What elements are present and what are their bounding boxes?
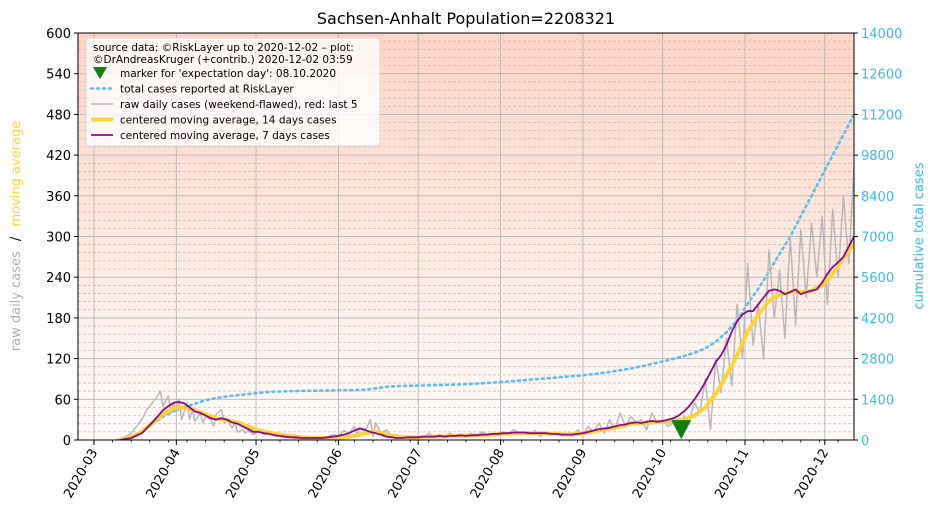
series-layer (115, 110, 854, 440)
legend-item: total cases reported at RiskLayer (89, 84, 294, 96)
left-axis-label: raw daily cases / moving average (9, 121, 24, 351)
left-axis-label-sep: / (9, 236, 24, 241)
right-tick-label: 7000 (861, 231, 894, 246)
legend-label: centered moving average, 7 days cases (120, 130, 330, 142)
legend: source data: ©RiskLayer up to 2020-12-02… (85, 37, 381, 147)
right-tick-label: 0 (861, 434, 869, 449)
x-tick-label: 2020-07 (385, 447, 425, 502)
right-tick-label: 8400 (861, 190, 894, 205)
x-tick-label: 2020-08 (468, 447, 508, 502)
chart-title: Sachsen-Anhalt Population=2208321 (317, 9, 615, 28)
legend-source-line1: source data: ©RiskLayer up to 2020-12-02… (93, 42, 354, 54)
left-axis-label-ma: moving average (9, 121, 24, 227)
x-tick-label: 2020-09 (550, 447, 590, 502)
right-tick-label: 14000 (861, 27, 902, 42)
legend-item: centered moving average, 7 days cases (91, 130, 330, 142)
x-tick-label: 2020-12 (792, 447, 832, 502)
left-tick-label: 300 (46, 231, 71, 246)
right-tick-label: 9800 (861, 149, 894, 164)
left-tick-label: 120 (46, 353, 71, 368)
legend-item: marker for 'expectation day': 08.10.2020 (93, 67, 336, 80)
left-tick-label: 180 (46, 312, 71, 327)
legend-items: marker for 'expectation day': 08.10.2020… (89, 67, 358, 142)
right-tick-label: 5600 (861, 271, 894, 286)
left-axis-label-raw: raw daily cases (9, 251, 24, 351)
left-tick-label: 0 (63, 434, 71, 449)
right-tick-label: 12600 (861, 68, 902, 83)
left-tick-label: 60 (54, 393, 71, 408)
x-tick-label: 2020-04 (144, 447, 184, 502)
right-axis-label: cumulative total cases (912, 162, 927, 309)
left-tick-label: 240 (46, 271, 71, 286)
x-tick-label: 2020-10 (630, 447, 670, 502)
legend-item: centered moving average, 14 days cases (91, 115, 337, 127)
legend-label: marker for 'expectation day': 08.10.2020 (120, 68, 336, 80)
x-tick-label: 2020-06 (306, 447, 346, 502)
legend-box (85, 37, 381, 147)
right-tick-label: 2800 (861, 353, 894, 368)
left-tick-label: 540 (46, 68, 71, 83)
left-tick-label: 360 (46, 190, 71, 205)
legend-swatch-marker (93, 67, 107, 79)
left-tick-label: 480 (46, 108, 71, 123)
legend-label: total cases reported at RiskLayer (120, 84, 294, 96)
legend-source-line2: ©DrAndreasKruger (+contrib.) 2020-12-02 … (93, 54, 353, 66)
left-tick-label: 420 (46, 149, 71, 164)
legend-label: centered moving average, 14 days cases (120, 115, 337, 127)
right-tick-label: 11200 (861, 108, 902, 123)
legend-label: raw daily cases (weekend-flawed), red: l… (120, 99, 358, 111)
legend-item: raw daily cases (weekend-flawed), red: l… (91, 99, 358, 111)
right-tick-label: 1400 (861, 393, 894, 408)
right-tick-label: 4200 (861, 312, 894, 327)
expectation-day-marker (671, 420, 692, 440)
x-tick-label: 2020-11 (712, 447, 752, 502)
x-tick-label: 2020-05 (223, 447, 263, 502)
x-tick-label: 2020-03 (61, 447, 101, 502)
left-tick-label: 600 (46, 27, 71, 42)
series-ma7 (120, 235, 854, 440)
series-total-cases (119, 110, 854, 440)
